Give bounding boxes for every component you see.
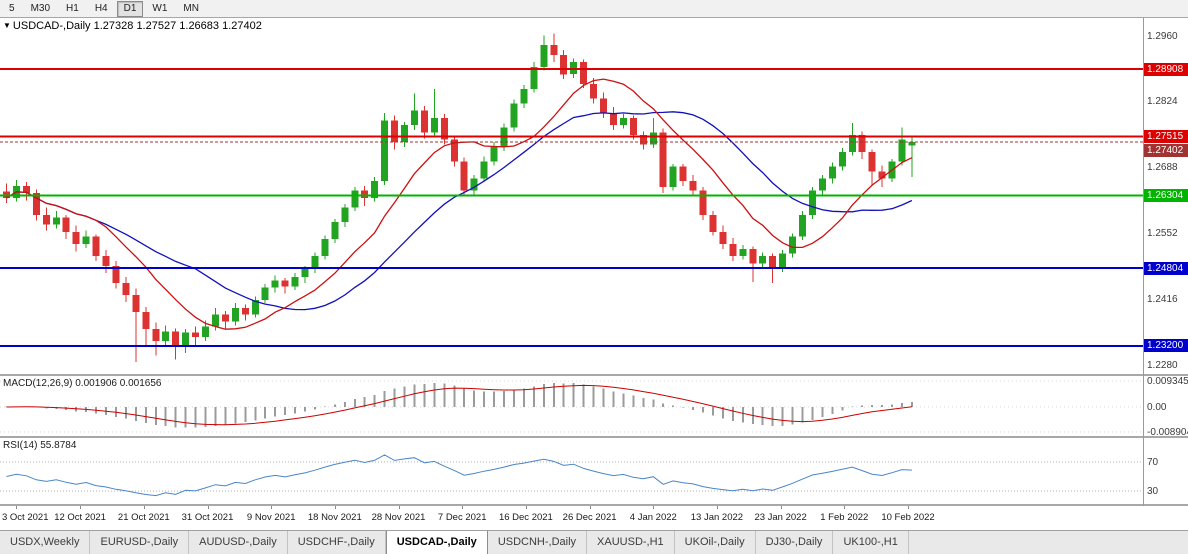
date-tick-mark <box>462 506 464 509</box>
rsi-chart[interactable] <box>0 438 1143 504</box>
price-tick-1.2552: 1.2552 <box>1147 228 1178 240</box>
date-label: 23 Jan 2022 <box>754 512 807 523</box>
macd-chart[interactable] <box>0 376 1143 436</box>
ohlc-open: 1.27328 <box>93 20 134 32</box>
date-tick-mark <box>589 506 591 509</box>
chart-symbol-label: USDCAD-,Daily <box>12 20 91 32</box>
symbol-tab-ukoil[interactable]: UKOil-,Daily <box>675 531 756 554</box>
date-label: 26 Dec 2021 <box>562 512 617 523</box>
date-label: 16 Dec 2021 <box>498 512 553 523</box>
symbol-tab-usdcad[interactable]: USDCAD-,Daily <box>385 531 488 554</box>
symbol-tabbar: USDX,Weekly EURUSD-,Daily AUDUSD-,Daily USD… <box>0 530 1188 554</box>
timeframe-button-5[interactable]: 5 <box>9 2 15 14</box>
date-label: 1 Feb 2022 <box>820 512 869 523</box>
current-price-badge: 1.27402 <box>1144 143 1188 157</box>
macd-tick--0.008904: -0.008904 <box>1147 426 1188 438</box>
symbol-tab-usdx[interactable]: USDX,Weekly <box>0 531 91 554</box>
date-tick-mark <box>908 506 909 509</box>
axis-border <box>1143 18 1144 506</box>
symbol-tab-usdcnh[interactable]: USDCNH-,Daily <box>488 531 588 554</box>
symbol-tab-dj30[interactable]: DJ30-,Daily <box>756 531 834 554</box>
date-label: 10 Feb 2022 <box>881 512 935 523</box>
date-label: 3 Oct 2021 <box>2 512 49 523</box>
date-tick-mark <box>207 506 209 509</box>
level-badge-1.24804: 1.24804 <box>1144 261 1188 275</box>
ohlc-high: 1.27527 <box>136 20 177 32</box>
symbol-tab-eurusd[interactable]: EURUSD-,Daily <box>90 531 190 554</box>
level-badge-1.23200: 1.23200 <box>1144 339 1188 353</box>
rsi-axis: 70 30 <box>1144 438 1188 504</box>
symbol-tab-usdchf[interactable]: USDCHF-,Daily <box>288 531 386 554</box>
macd-panel[interactable]: MACD(12,26,9) 0.001906 0.001656 <box>0 376 1143 436</box>
timeframe-button-w1[interactable]: W1 <box>152 2 168 14</box>
price-axis[interactable]: 1.28908 1.27515 1.26304 1.24804 1.23200 1.274… <box>1144 18 1188 374</box>
rsi-panel[interactable]: RSI(14) 55.8784 <box>0 438 1143 504</box>
level-badge-1.26304: 1.26304 <box>1144 188 1188 202</box>
timeframe-button-mn[interactable]: MN <box>183 2 199 14</box>
date-label: 18 Nov 2021 <box>307 512 362 523</box>
price-tick-1.2824: 1.2824 <box>1147 96 1178 108</box>
timeframe-button-d1[interactable]: D1 <box>116 0 144 17</box>
rsi-tick-30: 30 <box>1147 486 1159 497</box>
panel-separator[interactable] <box>0 504 1188 506</box>
date-tick-mark <box>844 506 846 509</box>
ohlc-low: 1.26683 <box>179 20 220 32</box>
date-tick-mark <box>16 506 18 509</box>
rsi-value: 55.8784 <box>40 440 77 451</box>
panel-separator[interactable] <box>0 436 1188 438</box>
date-label: 31 Oct 2021 <box>181 512 234 523</box>
timeframe-button-h4[interactable]: H4 <box>94 2 108 14</box>
macd-tick-0.009345: 0.009345 <box>1147 376 1188 387</box>
date-tick-mark <box>334 506 336 509</box>
collapse-arrow-icon[interactable]: ▼ <box>3 21 11 30</box>
date-tick-mark <box>143 506 145 509</box>
timeframe-button-m30[interactable]: M30 <box>30 2 51 14</box>
date-tick-mark <box>80 506 82 509</box>
candlestick-chart[interactable] <box>0 18 1143 374</box>
date-label: 12 Oct 2021 <box>54 512 106 523</box>
timeframe-button-h1[interactable]: H1 <box>66 2 79 14</box>
date-label: 4 Jan 2022 <box>629 512 677 523</box>
symbol-tab-xauusd[interactable]: XAUUSD-,H1 <box>587 531 675 554</box>
macd-title: MACD(12,26,9) 0.001906 0.001656 <box>3 378 161 389</box>
level-badge-1.28908: 1.28908 <box>1144 62 1188 76</box>
price-tick-1.2688: 1.2688 <box>1147 162 1178 174</box>
date-tick-mark <box>653 506 655 509</box>
rsi-name: RSI(14) <box>3 440 38 451</box>
macd-values: 0.001906 0.001656 <box>75 378 162 389</box>
date-label: 21 Oct 2021 <box>117 512 170 523</box>
chart-title: ▼ USDCAD-,Daily 1.27328 1.27527 1.26683 1… <box>3 20 262 32</box>
timeframe-toolbar: 5 M30 H1 H4 D1 W1 MN <box>0 0 1188 18</box>
level-badge-1.27515: 1.27515 <box>1144 130 1188 144</box>
date-tick-mark <box>780 506 782 509</box>
symbol-tab-uk100[interactable]: UK100-,H1 <box>833 531 909 554</box>
rsi-title: RSI(14) 55.8784 <box>3 440 76 451</box>
date-tick-mark <box>716 506 718 509</box>
date-tick-mark <box>271 506 273 509</box>
ohlc-close: 1.27402 <box>222 20 262 32</box>
date-axis[interactable]: 3 Oct 2021 12 Oct 2021 21 Oct 2021 31 Oct 2… <box>0 506 1143 530</box>
rsi-tick-70: 70 <box>1147 457 1159 468</box>
panel-separator[interactable] <box>0 374 1188 376</box>
main-chart-panel[interactable]: ▼ USDCAD-,Daily 1.27328 1.27527 1.26683 1… <box>0 18 1143 374</box>
date-tick-mark <box>525 506 527 509</box>
date-label: 7 Dec 2021 <box>437 512 487 523</box>
price-tick-1.2416: 1.2416 <box>1147 294 1178 306</box>
symbol-tab-audusd[interactable]: AUDUSD-,Daily <box>189 531 288 554</box>
price-tick-1.2960: 1.2960 <box>1147 30 1178 42</box>
date-tick-mark <box>398 506 400 509</box>
date-label: 9 Nov 2021 <box>246 512 296 523</box>
macd-tick-0.00: 0.00 <box>1147 402 1167 413</box>
date-label: 28 Nov 2021 <box>371 512 426 523</box>
price-tick-1.2280: 1.2280 <box>1147 360 1178 372</box>
date-label: 13 Jan 2022 <box>690 512 744 523</box>
macd-name: MACD(12,26,9) <box>3 378 73 389</box>
macd-axis: 0.009345 0.00 -0.008904 <box>1144 376 1188 438</box>
